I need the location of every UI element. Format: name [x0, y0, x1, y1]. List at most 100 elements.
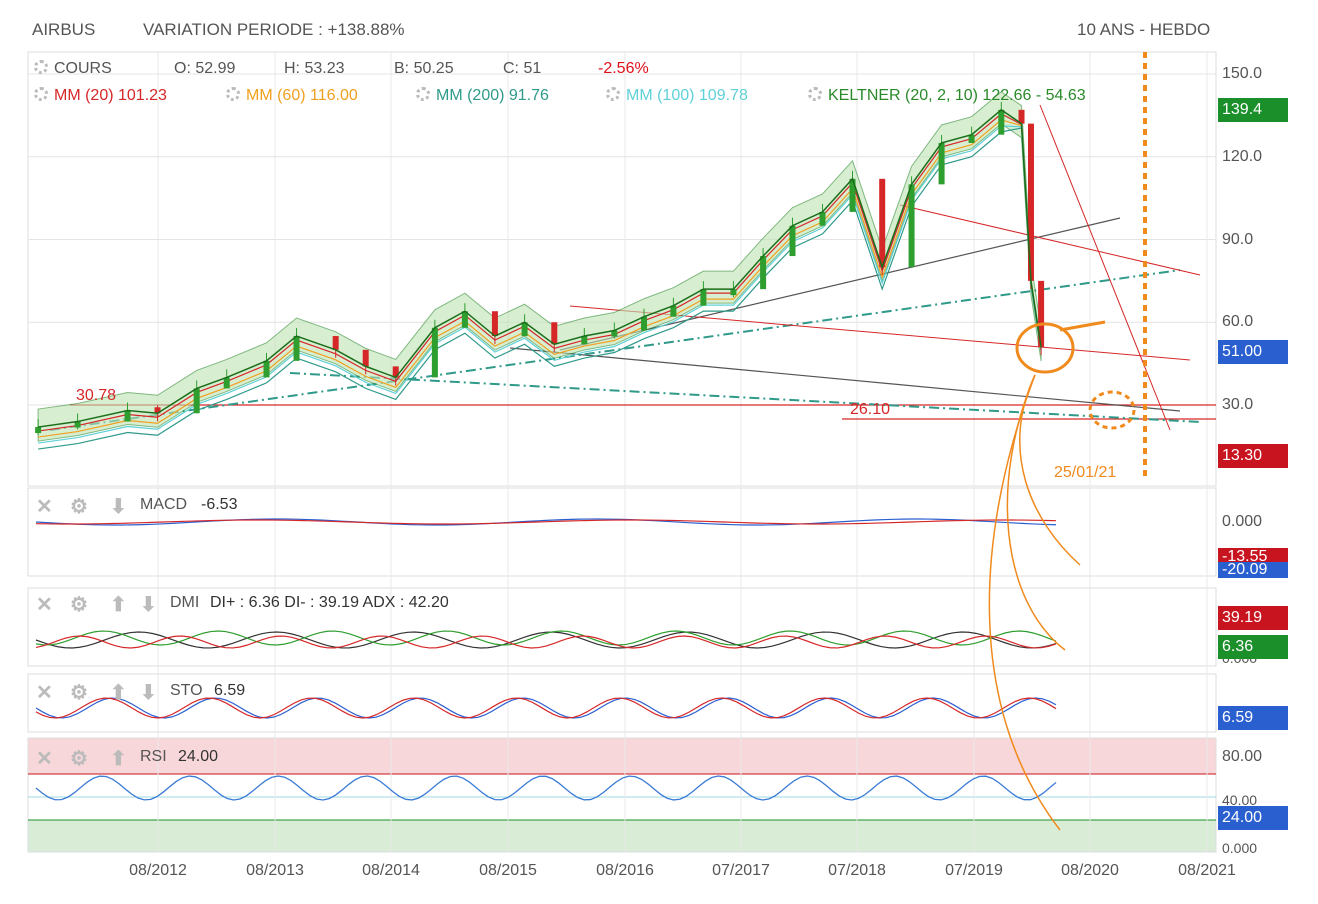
macd-axis-zero: 0.000: [1222, 513, 1263, 530]
close-icon[interactable]: ✕: [36, 748, 53, 770]
rsi-axis-80: 80.00: [1222, 748, 1263, 765]
gear-icon[interactable]: [808, 87, 822, 101]
candle: [293, 336, 300, 361]
target-circle: [1015, 322, 1075, 374]
x-tick-label: 07/2018: [828, 862, 886, 879]
rsi-oversold-zone: [28, 820, 1216, 852]
di-minus-line: [35, 635, 1057, 649]
candle: [700, 289, 707, 306]
legend-mm20[interactable]: MM (20) 101.23: [34, 87, 167, 105]
candle: [362, 349, 369, 367]
price-top-badge: 139.4: [1218, 98, 1288, 122]
candle: [193, 388, 200, 414]
price-series: [35, 91, 1045, 450]
x-tick-label: 08/2013: [246, 862, 304, 879]
di-plus-line: [35, 630, 1057, 646]
resistance-line-2: [899, 204, 1201, 276]
arrow-up-icon[interactable]: ⬆: [110, 748, 127, 770]
arrow-up-icon[interactable]: ⬆: [110, 682, 127, 704]
price-last-badge: 51.00: [1218, 340, 1288, 364]
mm200-label: MM (200) 91.76: [436, 87, 549, 104]
gear-icon[interactable]: ⚙: [70, 496, 88, 518]
gear-icon[interactable]: [226, 87, 240, 101]
sto-signal-line: [35, 697, 1057, 719]
gear-icon[interactable]: ⚙: [70, 682, 88, 704]
target-circle-2: [1088, 390, 1136, 430]
instrument-title: AIRBUS: [32, 20, 96, 39]
candle: [879, 178, 886, 268]
projection-arrow: [1059, 320, 1106, 332]
x-tick-label: 08/2020: [1061, 862, 1119, 879]
close-icon[interactable]: ✕: [36, 594, 53, 616]
arrow-up-icon[interactable]: ⬆: [110, 594, 127, 616]
macd-panel: [27, 487, 1217, 577]
mm20-line: [38, 113, 1042, 432]
main-panel: [27, 51, 1217, 487]
dmi-plus-badge: 6.36: [1218, 635, 1288, 659]
legend-cours[interactable]: COURS: [34, 60, 112, 78]
trend-lines: [49, 52, 1216, 480]
candle: [1027, 123, 1034, 281]
mm100-label: MM (100) 109.78: [626, 87, 748, 104]
sto-value: 6.59: [214, 682, 246, 699]
arrow-down-icon[interactable]: ⬇: [140, 594, 157, 616]
trend-line-black: [509, 347, 1181, 412]
x-tick-label: 08/2016: [596, 862, 654, 879]
sto-line: [35, 697, 1057, 719]
rsi-axis-40: 40.00: [1222, 792, 1258, 808]
gear-icon[interactable]: [606, 87, 620, 101]
keltner-band: [37, 91, 1042, 442]
rsi-badge: 24.00: [1218, 806, 1288, 830]
dmi-name: DMI: [170, 594, 200, 611]
candle: [551, 322, 558, 345]
dmi-value: DI+ : 6.36 DI- : 39.19 ADX : 42.20: [210, 594, 449, 611]
projection-curve: [1019, 374, 1081, 566]
arrow-down-icon[interactable]: ⬇: [110, 496, 127, 518]
keltner-label: KELTNER (20, 2, 10) 122.66 - 54.63: [828, 87, 1086, 104]
gear-icon[interactable]: [34, 87, 48, 101]
y-tick-label: 120.0: [1222, 147, 1263, 165]
legend-mm200[interactable]: MM (200) 91.76: [416, 87, 549, 105]
rsi-value: 24.00: [178, 748, 219, 765]
gear-icon[interactable]: ⚙: [70, 594, 88, 616]
close-icon[interactable]: ✕: [36, 682, 53, 704]
macd-signal-line: [35, 519, 1057, 525]
cours-label: COURS: [54, 60, 112, 77]
candle: [849, 178, 856, 212]
legend-mm100[interactable]: MM (100) 109.78: [606, 87, 748, 105]
close-icon[interactable]: ✕: [36, 496, 53, 518]
candle: [431, 327, 438, 378]
indicator-series: [35, 518, 1057, 801]
macd-line: [35, 518, 1057, 526]
arrow-down-icon[interactable]: ⬇: [140, 682, 157, 704]
dmi-minus-badge: 39.19: [1218, 606, 1288, 630]
legend-keltner[interactable]: KELTNER (20, 2, 10) 122.66 - 54.63: [808, 87, 1086, 105]
gear-icon[interactable]: ⚙: [70, 748, 88, 770]
trend-line-black-2: [559, 217, 1121, 351]
rsi-axis-0: 0.000: [1222, 840, 1258, 856]
macd-badge-a: -13.55: [1218, 548, 1288, 562]
y-tick-label: 30.0: [1222, 396, 1254, 413]
period-label: 10 ANS - HEBDO: [1077, 20, 1211, 39]
x-tick-label: 08/2015: [479, 862, 537, 879]
sto-panel: [27, 673, 1217, 733]
level-low-label: 26.10: [850, 401, 891, 418]
high-value: H: 53.23: [284, 60, 345, 77]
gear-icon[interactable]: [34, 60, 48, 74]
level-high-label: 30.78: [76, 387, 117, 404]
price-target-badge: 13.30: [1218, 444, 1288, 468]
candle: [1038, 280, 1045, 348]
period-variation: VARIATION PERIODE : +138.88%: [143, 20, 405, 39]
gear-icon[interactable]: [416, 87, 430, 101]
macd-name: MACD: [140, 496, 188, 513]
mm60-label: MM (60) 116.00: [246, 87, 358, 104]
rsi-name: RSI: [140, 748, 167, 765]
price-line: [38, 108, 1042, 428]
legend-mm60[interactable]: MM (60) 116.00: [226, 87, 358, 105]
mm200-line: [38, 127, 1042, 450]
y-tick-label: 60.0: [1222, 313, 1254, 331]
change-value: -2.56%: [598, 60, 649, 77]
low-value: B: 50.25: [394, 60, 454, 77]
y-tick-label: 150.0: [1222, 65, 1263, 82]
dmi-panel: [27, 587, 1217, 667]
